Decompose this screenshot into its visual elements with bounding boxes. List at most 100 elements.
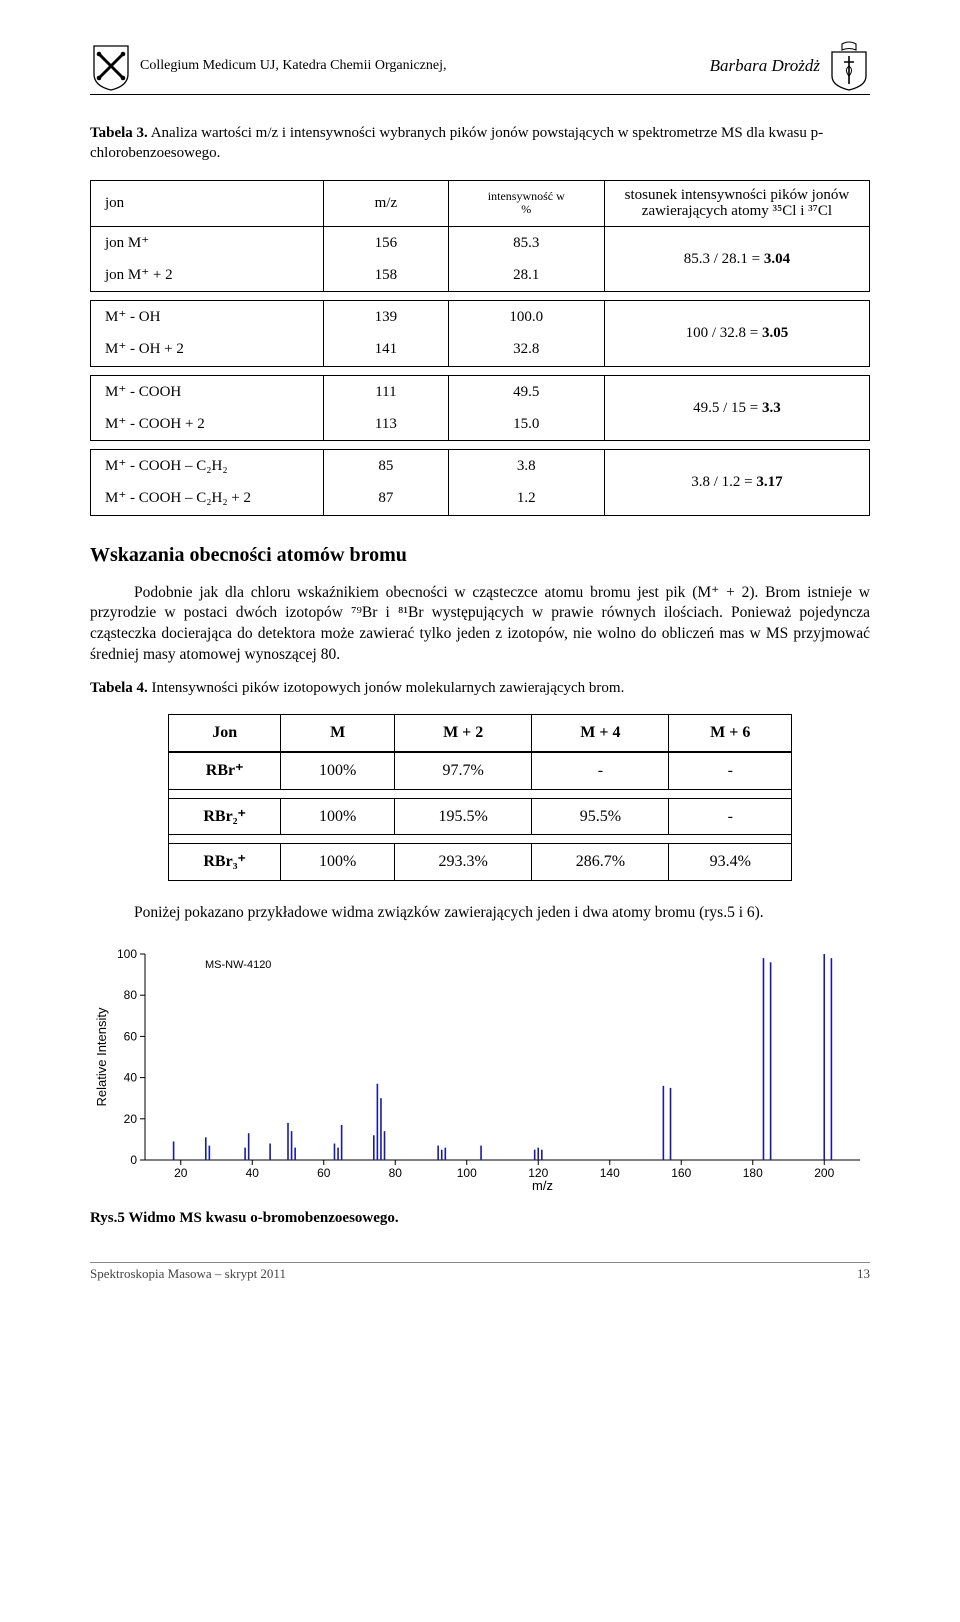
t4-cell: 95.5%	[531, 798, 668, 836]
t3-ion-cell: jon M⁺ + 2	[90, 259, 324, 292]
t3-head-ratio: stosunek intensywności pików jonów zawie…	[605, 180, 870, 226]
svg-text:80: 80	[124, 988, 138, 1002]
svg-text:60: 60	[317, 1166, 331, 1180]
t4-cell: 293.3%	[394, 843, 531, 881]
t3-ion-cell: M⁺ - COOH + 2	[90, 408, 324, 441]
t3-intensity-cell: 28.1	[449, 259, 605, 292]
svg-text:160: 160	[671, 1166, 691, 1180]
t4-cell: RBr⁺	[168, 752, 280, 790]
t3-ion-cell: M⁺ - OH	[90, 300, 324, 333]
t3-ion-cell: M⁺ - OH + 2	[90, 333, 324, 366]
t3-intensity-cell: 1.2	[449, 482, 605, 515]
paragraph-spectra-intro: Poniżej pokazano przykładowe widma związ…	[90, 903, 870, 924]
figure5-caption: Rys.5 Widmo MS kwasu o-bromobenzoesowego…	[90, 1208, 870, 1228]
t3-head-intensity: intensywność w %	[449, 180, 605, 226]
svg-text:40: 40	[124, 1070, 138, 1084]
svg-text:200: 200	[814, 1166, 834, 1180]
svg-text:80: 80	[389, 1166, 403, 1180]
page-number: 13	[857, 1265, 870, 1283]
t3-mz-cell: 87	[324, 482, 449, 515]
mass-spectrum-figure: 02040608010020406080100120140160180200Re…	[90, 942, 870, 1192]
header-left: Collegium Medicum UJ, Katedra Chemii Org…	[90, 40, 447, 92]
svg-text:100: 100	[457, 1166, 477, 1180]
t3-intensity-cell: 100.0	[449, 300, 605, 333]
t3-mz-cell: 158	[324, 259, 449, 292]
t3-ratio-cell: 100 / 32.8 = 3.05	[605, 300, 870, 367]
table3-caption: Tabela 3. Analiza wartości m/z i intensy…	[90, 123, 870, 164]
t3-mz-cell: 85	[324, 449, 449, 482]
table-row: M⁺ - OH139100.0100 / 32.8 = 3.05	[90, 300, 870, 333]
t4-cell: 100%	[280, 843, 394, 881]
t3-mz-cell: 156	[324, 226, 449, 259]
svg-text:Relative Intensity: Relative Intensity	[94, 1007, 109, 1106]
t3-head-mz: m/z	[324, 180, 449, 226]
svg-text:40: 40	[246, 1166, 260, 1180]
t3-ion-cell: M⁺ - COOH – C₂H₂ + 2	[90, 482, 324, 515]
table4-caption: Tabela 4. Intensywności pików izotopowyc…	[90, 678, 870, 698]
t3-intensity-cell: 32.8	[449, 333, 605, 366]
svg-text:140: 140	[600, 1166, 620, 1180]
t4-cell: 93.4%	[668, 843, 792, 881]
university-crest-right-icon	[828, 40, 870, 92]
svg-text:20: 20	[124, 1112, 138, 1126]
t3-mz-cell: 111	[324, 375, 449, 408]
table-row: RBr₂⁺100%195.5%95.5%-	[168, 798, 792, 836]
t4-cell: -	[668, 798, 792, 836]
t3-ion-cell: jon M⁺	[90, 226, 324, 259]
author-name: Barbara Drożdż	[710, 55, 820, 78]
t4-head-M4: M + 4	[531, 714, 668, 752]
table4-caption-label: Tabela 4.	[90, 680, 148, 696]
svg-text:m/z: m/z	[532, 1178, 553, 1192]
t4-cell: 286.7%	[531, 843, 668, 881]
table-row: RBr₃⁺100%293.3%286.7%93.4%	[168, 843, 792, 881]
t4-head-M2: M + 2	[394, 714, 531, 752]
t3-ion-cell: M⁺ - COOH – C₂H₂	[90, 449, 324, 482]
t3-intensity-cell: 15.0	[449, 408, 605, 441]
t4-cell: 195.5%	[394, 798, 531, 836]
table4: Jon M M + 2 M + 4 M + 6 RBr⁺100%97.7%--R…	[168, 714, 792, 880]
svg-text:MS-NW-4120: MS-NW-4120	[205, 959, 271, 971]
t3-mz-cell: 139	[324, 300, 449, 333]
t4-cell: 100%	[280, 798, 394, 836]
t3-ratio-cell: 3.8 / 1.2 = 3.17	[605, 449, 870, 516]
table3: jon m/z intensywność w % stosunek intens…	[90, 180, 870, 516]
t3-mz-cell: 113	[324, 408, 449, 441]
table3-caption-label: Tabela 3.	[90, 125, 148, 141]
t4-cell: 97.7%	[394, 752, 531, 790]
table-row: jon M⁺15685.385.3 / 28.1 = 3.04	[90, 226, 870, 259]
t3-intensity-cell: 85.3	[449, 226, 605, 259]
t4-head-M6: M + 6	[668, 714, 792, 752]
t4-cell: -	[531, 752, 668, 790]
t3-ratio-cell: 85.3 / 28.1 = 3.04	[605, 226, 870, 293]
svg-text:180: 180	[743, 1166, 763, 1180]
t4-cell: 100%	[280, 752, 394, 790]
svg-text:0: 0	[130, 1153, 137, 1167]
header-right: Barbara Drożdż	[710, 40, 870, 92]
t3-head-ion: jon	[90, 180, 324, 226]
svg-text:20: 20	[174, 1166, 188, 1180]
t4-cell: RBr₂⁺	[168, 798, 280, 836]
page-header: Collegium Medicum UJ, Katedra Chemii Org…	[90, 40, 870, 95]
table-row: M⁺ - COOH11149.549.5 / 15 = 3.3	[90, 375, 870, 408]
t3-intensity-cell: 3.8	[449, 449, 605, 482]
paragraph-bromine-intro: Podobnie jak dla chloru wskaźnikiem obec…	[90, 583, 870, 667]
t3-ion-cell: M⁺ - COOH	[90, 375, 324, 408]
footer-title: Spektroskopia Masowa – skrypt 2011	[90, 1265, 286, 1283]
section-heading-bromine: Wskazania obecności atomów bromu	[90, 542, 870, 569]
institution-name: Collegium Medicum UJ, Katedra Chemii Org…	[140, 57, 447, 76]
t3-mz-cell: 141	[324, 333, 449, 366]
t3-intensity-cell: 49.5	[449, 375, 605, 408]
table-row: M⁺ - COOH – C₂H₂853.83.8 / 1.2 = 3.17	[90, 449, 870, 482]
table3-caption-text: Analiza wartości m/z i intensywności wyb…	[90, 125, 823, 161]
t4-cell: RBr₃⁺	[168, 843, 280, 881]
page-footer: Spektroskopia Masowa – skrypt 2011 13	[90, 1262, 870, 1283]
table4-caption-text: Intensywności pików izotopowych jonów mo…	[148, 680, 625, 696]
t4-cell: -	[668, 752, 792, 790]
t3-ratio-cell: 49.5 / 15 = 3.3	[605, 375, 870, 442]
table-row: RBr⁺100%97.7%--	[168, 752, 792, 790]
university-crest-left-icon	[90, 40, 132, 92]
t4-head-jon: Jon	[168, 714, 280, 752]
t4-head-M: M	[280, 714, 394, 752]
svg-text:100: 100	[117, 947, 137, 961]
svg-text:60: 60	[124, 1029, 138, 1043]
